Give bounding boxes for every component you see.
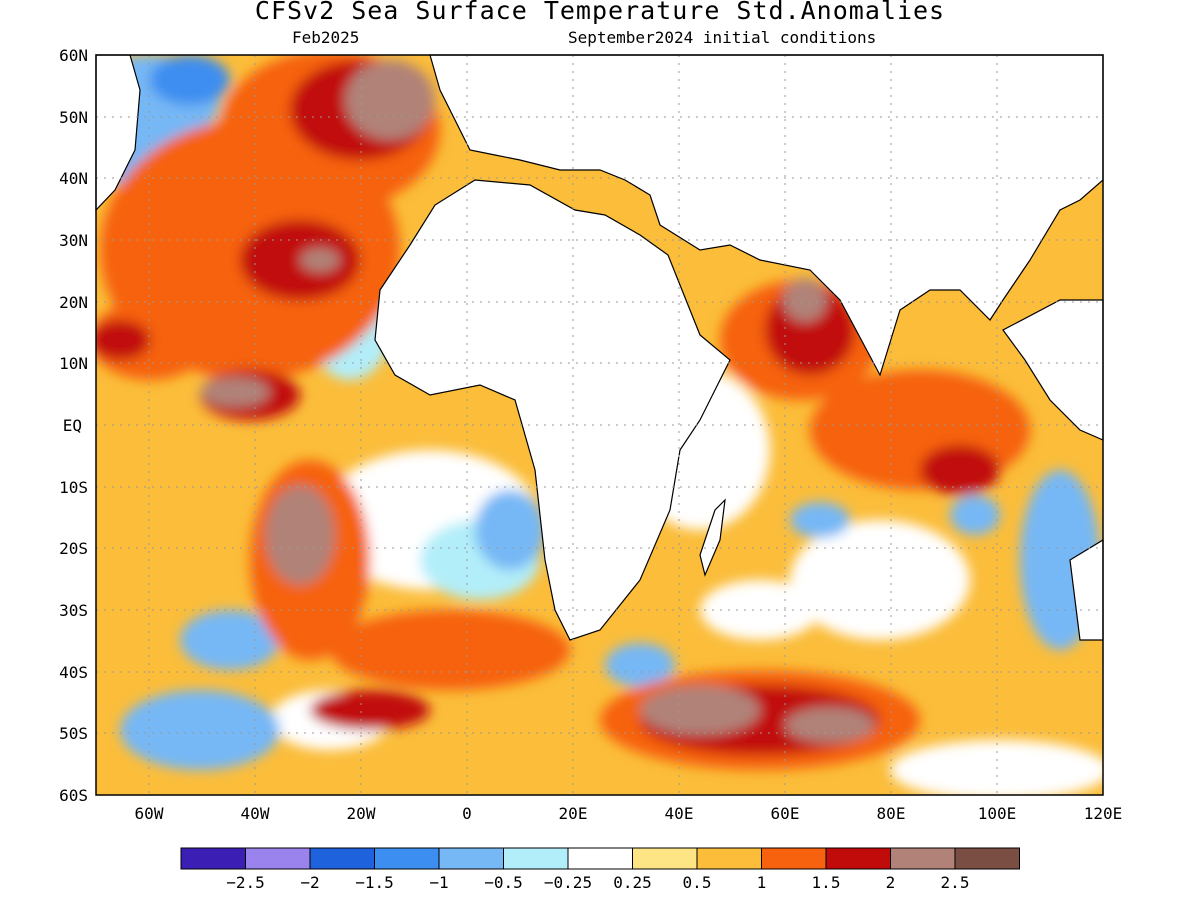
lon-label: 60E — [771, 804, 800, 823]
colorbar-swatch — [503, 847, 569, 870]
colorbar-swatch — [825, 847, 891, 870]
lat-label: 20N — [59, 293, 88, 312]
colorbar-swatch — [438, 847, 504, 870]
map-title: CFSv2 Sea Surface Temperature Std.Anomal… — [254, 0, 946, 25]
colorbar: −2.5 −2 −1.5 −1 −0.5 −0.25 0.25 0.5 1 1.5 2 2.5 — [180, 847, 1020, 892]
lon-label: 60W — [135, 804, 164, 823]
colorbar-label: 1 — [757, 873, 767, 892]
colorbar-label: −1.5 — [355, 873, 394, 892]
lat-label: 50S — [59, 724, 88, 743]
colorbar-label: −1 — [429, 873, 448, 892]
lon-label: 120E — [1084, 804, 1123, 823]
colorbar-swatch — [954, 847, 1020, 870]
lat-label: 40N — [59, 169, 88, 188]
colorbar-label: −0.25 — [544, 873, 592, 892]
colorbar-label: −0.5 — [484, 873, 523, 892]
forecast-month: Feb2025 — [292, 28, 360, 47]
lon-label: 100E — [978, 804, 1017, 823]
map-frame — [95, 54, 1104, 796]
initial-conditions: September2024 initial conditions — [568, 28, 877, 47]
lat-label: EQ — [63, 416, 82, 435]
longitude-axis: 60W 40W 20W 0 20E 40E 60E 80E 100E 120E — [135, 804, 1123, 823]
lon-label: 40W — [241, 804, 270, 823]
lat-label: 30N — [59, 231, 88, 250]
lat-label: 60N — [59, 46, 88, 65]
latitude-axis: 60N 50N 40N 30N 20N 10N EQ 10S 20S 30S 4… — [59, 46, 88, 805]
lat-label: 60S — [59, 786, 88, 805]
colorbar-label: 2.5 — [941, 873, 970, 892]
lat-label: 30S — [59, 601, 88, 620]
colorbar-swatch — [567, 847, 633, 870]
colorbar-swatch — [374, 847, 440, 870]
land-masses — [95, 54, 1104, 641]
colorbar-label: −2.5 — [226, 873, 265, 892]
lon-label: 80E — [877, 804, 906, 823]
lat-label: 50N — [59, 108, 88, 127]
lon-label: 20E — [559, 804, 588, 823]
colorbar-label: 0.5 — [683, 873, 712, 892]
lon-label: 20W — [347, 804, 376, 823]
colorbar-swatch — [890, 847, 956, 870]
lat-label: 20S — [59, 539, 88, 558]
colorbar-label: −2 — [300, 873, 319, 892]
colorbar-swatch — [245, 847, 311, 870]
colorbar-label: 2 — [886, 873, 896, 892]
colorbar-swatch — [309, 847, 375, 870]
colorbar-label: 0.25 — [613, 873, 652, 892]
colorbar-swatch — [180, 847, 246, 870]
colorbar-label: 1.5 — [812, 873, 841, 892]
lon-label: 0 — [462, 804, 472, 823]
colorbar-swatch — [761, 847, 827, 870]
lat-label: 10N — [59, 354, 88, 373]
lat-label: 40S — [59, 663, 88, 682]
lon-label: 40E — [665, 804, 694, 823]
colorbar-swatch — [696, 847, 762, 870]
lat-label: 10S — [59, 478, 88, 497]
map-grid — [96, 55, 1103, 795]
colorbar-swatch — [632, 847, 698, 870]
